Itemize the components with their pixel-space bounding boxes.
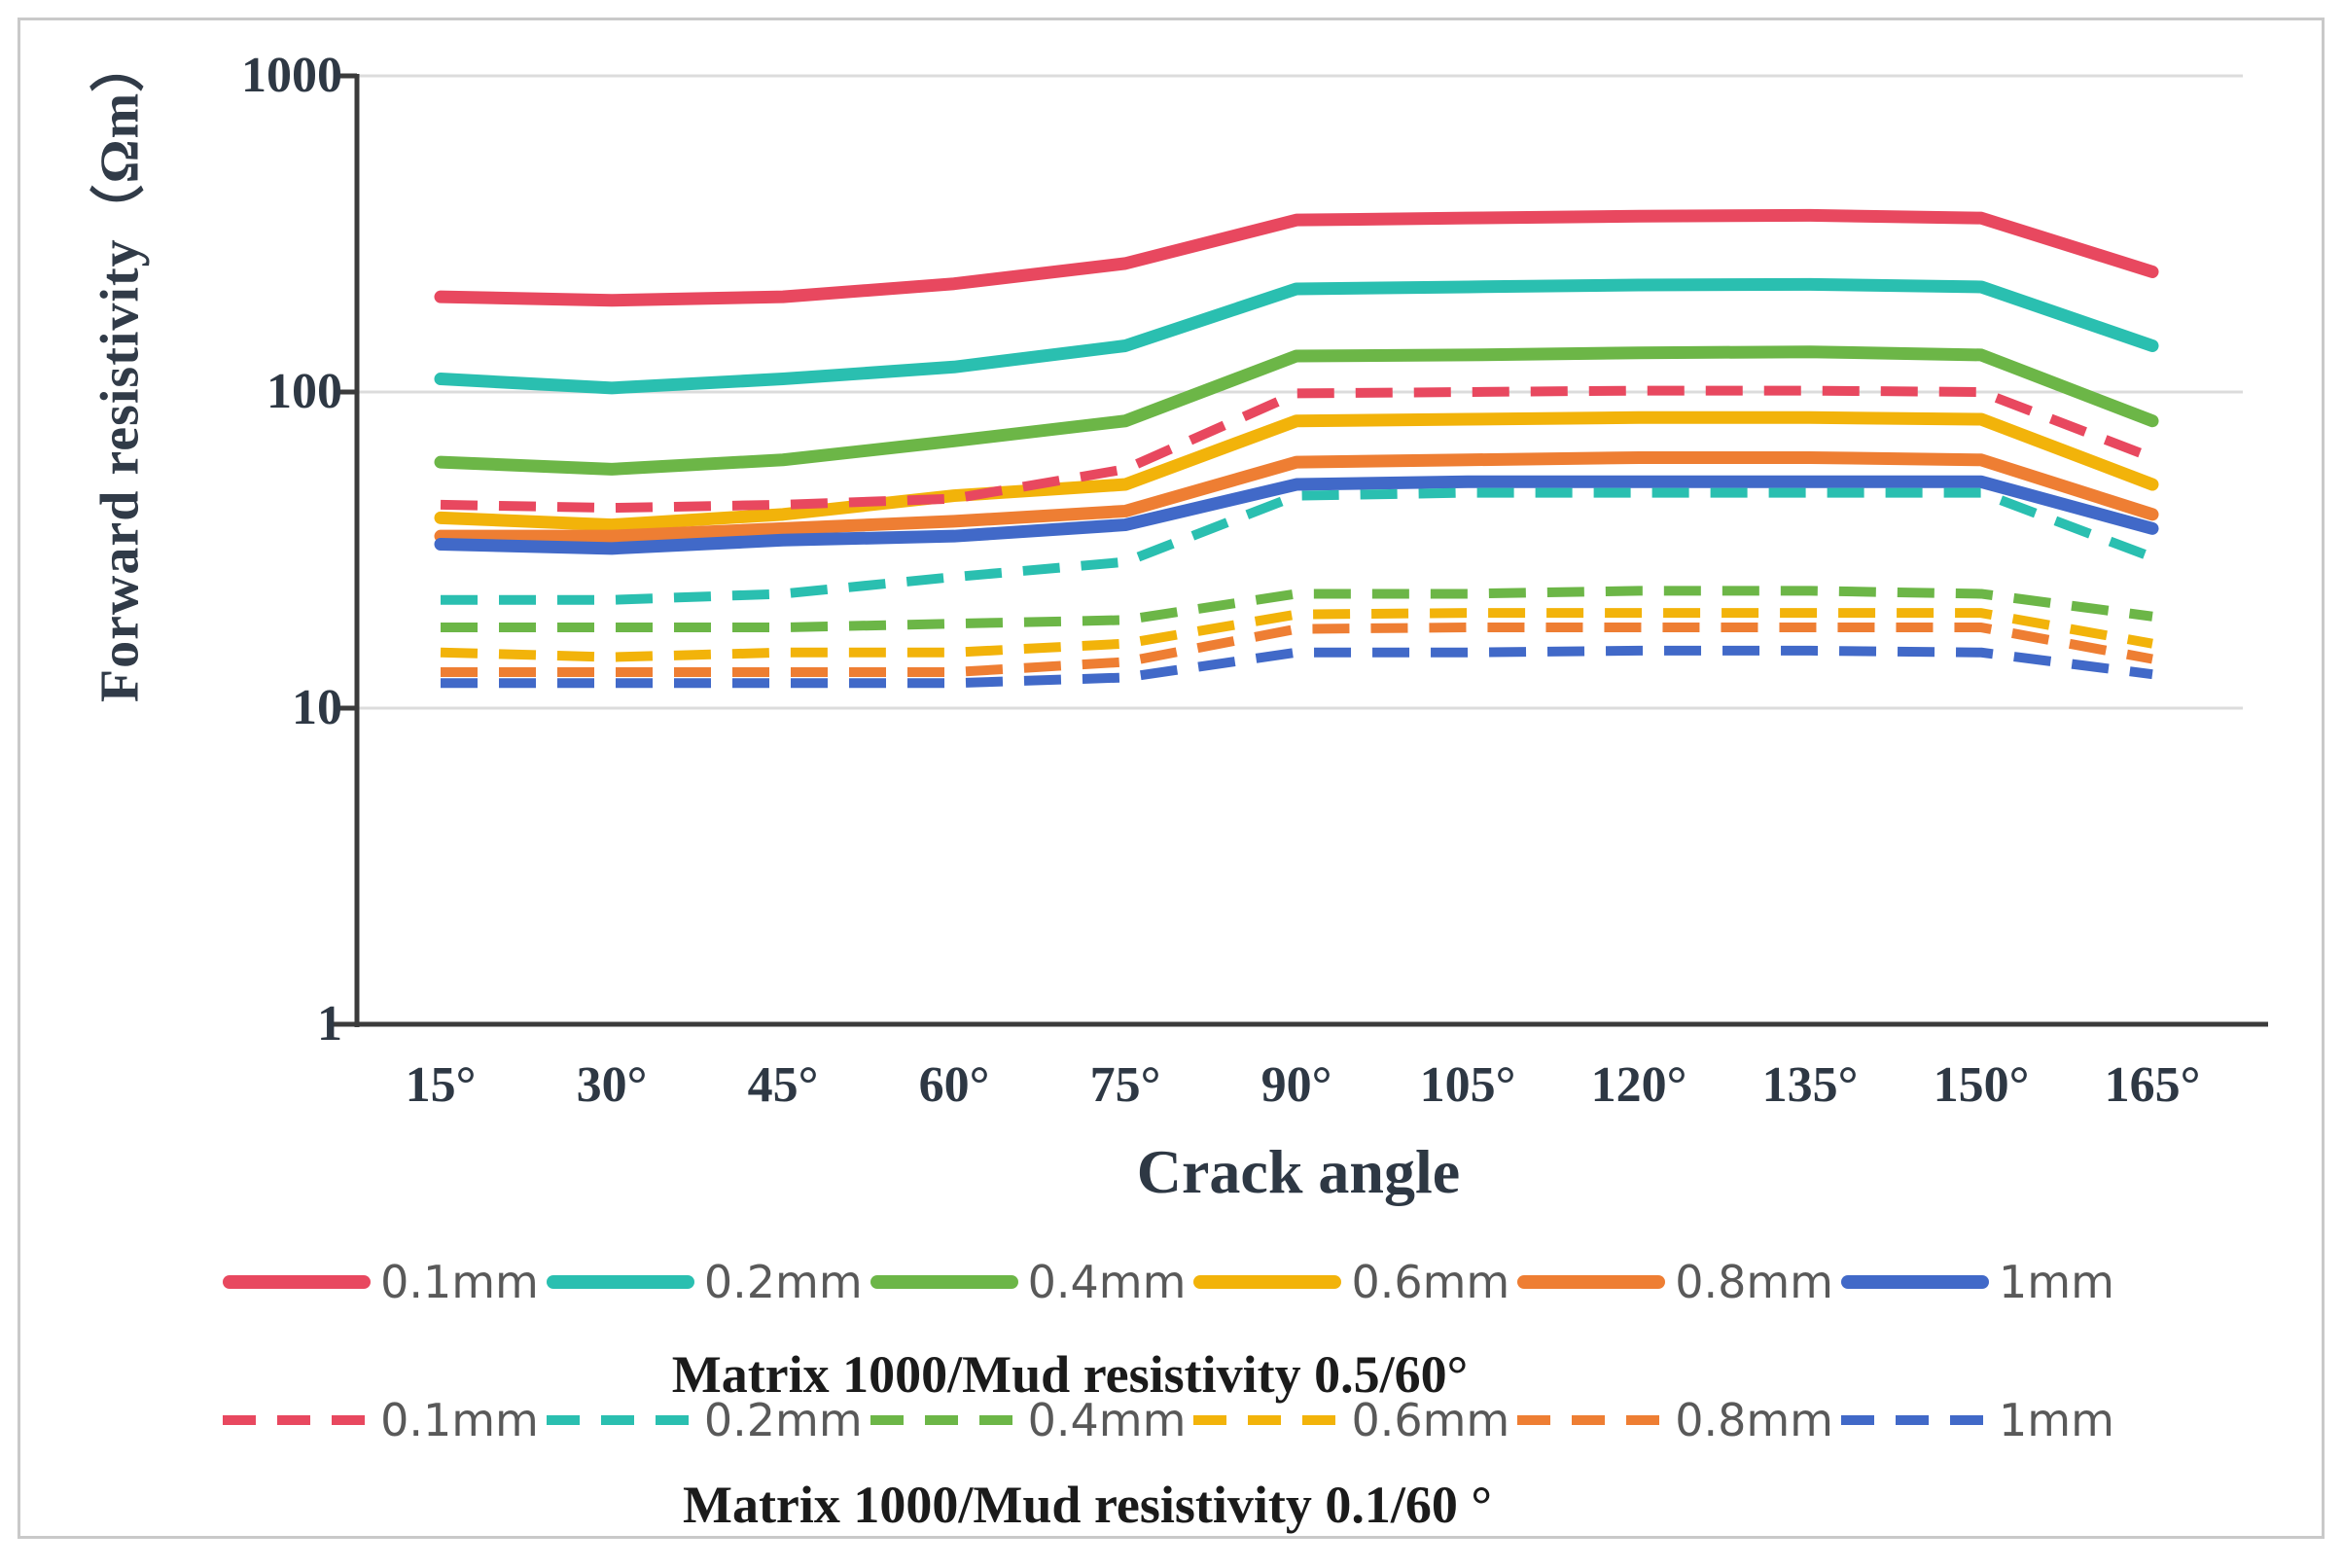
legend-label-solid-1mm: 1mm [1999, 1256, 2114, 1308]
legend-label-dashed-0.4mm: 0.4mm [1027, 1394, 1187, 1446]
legend-label-solid-0.4mm: 0.4mm [1027, 1256, 1187, 1308]
series-line-dashed-0.4mm [441, 586, 2153, 633]
x-tick-label-60°: 60° [918, 1057, 990, 1113]
legend-label-solid-0.6mm: 0.6mm [1351, 1256, 1510, 1308]
x-tick-label-45°: 45° [747, 1057, 819, 1113]
series-line-solid-0.8mm [434, 450, 2159, 543]
legend-item-dashed-0.2mm: 0.2mm [546, 1394, 869, 1446]
series-line-dashed-0.6mm [440, 608, 2153, 662]
x-tick-label-105°: 105° [1419, 1057, 1516, 1113]
legend-item-dashed-1mm: 1mm [1841, 1394, 2120, 1446]
x-tick-label-30°: 30° [576, 1057, 648, 1113]
legend-label-dashed-0.8mm: 0.8mm [1675, 1394, 1833, 1446]
legend-item-dashed-0.1mm: 0.1mm [223, 1394, 545, 1446]
y-tick-label-100: 100 [266, 364, 342, 419]
legend-label-solid-0.8mm: 0.8mm [1675, 1256, 1833, 1308]
legend-swatch-dashed-0.2mm [546, 1415, 694, 1425]
series-line-dashed-1mm [441, 645, 2153, 689]
legend-swatch-solid-0.6mm [1193, 1275, 1342, 1289]
legend-row-dashed: 0.1mm 0.2mm 0.4mm 0.6mm 0.8mm 1mm [0, 1393, 2343, 1447]
series-line-solid-0.4mm [434, 345, 2159, 476]
legend-swatch-dashed-1mm [1841, 1415, 1989, 1425]
legend-caption-solid: Matrix 1000/Mud resistivity 0.5/60° [671, 1345, 1469, 1404]
legend-label-solid-0.2mm: 0.2mm [703, 1256, 863, 1308]
legend-item-solid-1mm: 1mm [1841, 1256, 2120, 1308]
series-line-solid-0.2mm [434, 277, 2159, 395]
legend-caption-dashed: Matrix 1000/Mud resistivity 0.1/60 ° [682, 1476, 1493, 1534]
y-axis-title: Forward resistivity（Ωm） [89, 36, 151, 703]
x-tick-label-90°: 90° [1260, 1057, 1332, 1113]
legend-item-solid-0.4mm: 0.4mm [870, 1256, 1192, 1308]
legend-item-dashed-0.4mm: 0.4mm [870, 1394, 1192, 1446]
legend-label-dashed-0.2mm: 0.2mm [703, 1394, 863, 1446]
legend-swatch-dashed-0.8mm [1517, 1415, 1666, 1425]
x-tick-label-15°: 15° [405, 1057, 477, 1113]
legend-item-dashed-0.6mm: 0.6mm [1193, 1394, 1515, 1446]
series-line-solid-1mm [434, 475, 2159, 555]
y-tick-label-1: 1 [317, 996, 342, 1051]
legend-label-dashed-1mm: 1mm [1999, 1394, 2114, 1446]
x-axis-title: Crack angle [1136, 1137, 1461, 1206]
series-line-solid-0.1mm [434, 208, 2159, 307]
legend-swatch-solid-1mm [1841, 1275, 1989, 1289]
legend-item-solid-0.1mm: 0.1mm [223, 1256, 545, 1308]
legend-label-dashed-0.1mm: 0.1mm [380, 1394, 539, 1446]
legend-swatch-solid-0.8mm [1517, 1275, 1666, 1289]
legend-swatch-dashed-0.1mm [223, 1415, 372, 1425]
x-tick-label-75°: 75° [1089, 1057, 1161, 1113]
legend-item-solid-0.6mm: 0.6mm [1193, 1256, 1515, 1308]
series-line-solid-0.6mm [434, 410, 2159, 532]
legend-swatch-dashed-0.4mm [870, 1415, 1018, 1425]
legend-swatch-solid-0.2mm [546, 1275, 694, 1289]
x-tick-label-120°: 120° [1590, 1057, 1687, 1113]
legend-label-solid-0.1mm: 0.1mm [380, 1256, 539, 1308]
legend-swatch-dashed-0.6mm [1193, 1415, 1342, 1425]
legend-label-dashed-0.6mm: 0.6mm [1351, 1394, 1510, 1446]
legend-item-dashed-0.8mm: 0.8mm [1517, 1394, 1839, 1446]
series-line-dashed-0.8mm [441, 623, 2153, 677]
y-tick-label-1000: 1000 [241, 48, 342, 103]
x-tick-label-165°: 165° [2104, 1057, 2201, 1113]
x-tick-label-150°: 150° [1933, 1057, 2030, 1113]
legend-item-solid-0.8mm: 0.8mm [1517, 1256, 1839, 1308]
y-tick-label-10: 10 [292, 680, 342, 735]
legend-swatch-solid-0.4mm [870, 1275, 1018, 1289]
x-tick-label-135°: 135° [1761, 1057, 1859, 1113]
legend-row-solid: 0.1mm 0.2mm 0.4mm 0.6mm 0.8mm 1mm [0, 1255, 2343, 1309]
legend-item-solid-0.2mm: 0.2mm [546, 1256, 869, 1308]
legend-swatch-solid-0.1mm [223, 1275, 372, 1289]
